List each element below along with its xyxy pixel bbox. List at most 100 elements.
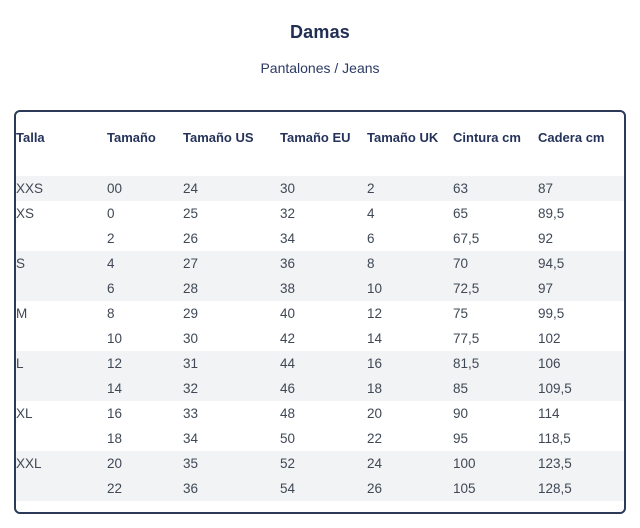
table-row: 2 26 34 6 67,5 92 xyxy=(16,226,624,251)
size-value-cell: 22 xyxy=(107,481,123,496)
column-header: Tamaño US xyxy=(183,130,254,145)
size-value-cell: 12 xyxy=(367,306,383,321)
size-value-cell: 46 xyxy=(280,381,296,396)
page-subtitle: Pantalones / Jeans xyxy=(260,60,380,76)
size-value-cell: 97 xyxy=(538,281,554,296)
size-value-cell: 87 xyxy=(538,181,554,196)
size-value-cell: 20 xyxy=(107,456,123,471)
size-value-cell: 33 xyxy=(183,406,199,421)
talla-cell: XXS xyxy=(16,181,44,196)
column-header: Talla xyxy=(16,130,45,145)
table-row: 18 34 50 22 95 118,5 xyxy=(16,426,624,451)
size-value-cell: 35 xyxy=(183,456,199,471)
size-value-cell: 63 xyxy=(453,181,469,196)
size-value-cell: 8 xyxy=(107,306,115,321)
column-header: Tamaño xyxy=(107,130,156,145)
table-row: XXL 20 35 52 24 100 123,5 xyxy=(16,451,624,476)
talla-cell: M xyxy=(16,306,28,321)
size-value-cell: 6 xyxy=(367,231,375,246)
table-row: L 12 31 44 16 81,5 106 xyxy=(16,351,624,376)
size-value-cell: 105 xyxy=(453,481,476,496)
table-row: S 4 27 36 8 70 94,5 xyxy=(16,251,624,276)
size-value-cell: 22 xyxy=(367,431,383,446)
size-value-cell: 90 xyxy=(453,406,469,421)
size-value-cell: 65 xyxy=(453,206,469,221)
column-header: Cadera cm xyxy=(538,130,605,145)
size-value-cell: 2 xyxy=(107,231,115,246)
size-value-cell: 8 xyxy=(367,256,375,271)
size-value-cell: 16 xyxy=(107,406,123,421)
talla-cell: XL xyxy=(16,406,33,421)
size-value-cell: 0 xyxy=(107,206,115,221)
size-value-cell: 14 xyxy=(107,381,123,396)
size-value-cell: 27 xyxy=(183,256,199,271)
size-value-cell: 20 xyxy=(367,406,383,421)
size-value-cell: 26 xyxy=(183,231,199,246)
size-value-cell: 36 xyxy=(280,256,296,271)
size-value-cell: 75 xyxy=(453,306,469,321)
size-value-cell: 114 xyxy=(538,406,560,421)
size-value-cell: 89,5 xyxy=(538,206,565,221)
size-value-cell: 4 xyxy=(367,206,375,221)
size-value-cell: 109,5 xyxy=(538,381,572,396)
size-chart-card: Talla Tamaño Tamaño US Tamaño EU Tamaño UK Ci… xyxy=(14,110,626,514)
size-value-cell: 12 xyxy=(107,356,123,371)
column-header: Tamaño EU xyxy=(280,130,351,145)
size-value-cell: 44 xyxy=(280,356,296,371)
table-row: 6 28 38 10 72,5 97 xyxy=(16,276,624,301)
size-value-cell: 6 xyxy=(107,281,115,296)
size-value-cell: 48 xyxy=(280,406,296,421)
page-title: Damas xyxy=(289,22,351,42)
size-value-cell: 100 xyxy=(453,456,476,471)
column-header: Tamaño UK xyxy=(367,130,439,145)
size-value-cell: 30 xyxy=(183,331,199,346)
size-value-cell: 72,5 xyxy=(453,281,480,296)
size-value-cell: 32 xyxy=(183,381,199,396)
page-header: Damas Pantalones / Jeans xyxy=(0,0,640,76)
size-value-cell: 34 xyxy=(183,431,199,446)
talla-cell: XS xyxy=(16,206,35,221)
table-row: XS 0 25 32 4 65 89,5 xyxy=(16,201,624,226)
size-table: Talla Tamaño Tamaño US Tamaño EU Tamaño UK Ci… xyxy=(16,112,624,501)
size-value-cell: 106 xyxy=(538,356,561,371)
table-row: 22 36 54 26 105 128,5 xyxy=(16,476,624,501)
size-value-cell: 4 xyxy=(107,256,115,271)
size-value-cell: 00 xyxy=(107,181,123,196)
talla-cell: XXL xyxy=(16,456,42,471)
talla-cell xyxy=(16,376,107,401)
table-row: 10 30 42 14 77,5 102 xyxy=(16,326,624,351)
talla-cell xyxy=(16,326,107,351)
talla-cell xyxy=(16,476,107,501)
size-value-cell: 128,5 xyxy=(538,481,572,496)
size-value-cell: 18 xyxy=(367,381,383,396)
talla-cell xyxy=(16,226,107,251)
size-value-cell: 31 xyxy=(183,356,199,371)
talla-cell xyxy=(16,426,107,451)
size-value-cell: 54 xyxy=(280,481,296,496)
column-header: Cintura cm xyxy=(453,130,521,145)
size-value-cell: 102 xyxy=(538,331,561,346)
size-value-cell: 77,5 xyxy=(453,331,480,346)
talla-cell: L xyxy=(16,356,24,371)
size-value-cell: 85 xyxy=(453,381,469,396)
talla-cell xyxy=(16,276,107,301)
size-value-cell: 81,5 xyxy=(453,356,480,371)
size-value-cell: 34 xyxy=(280,231,296,246)
size-value-cell: 28 xyxy=(183,281,199,296)
size-value-cell: 36 xyxy=(183,481,199,496)
size-value-cell: 10 xyxy=(107,331,123,346)
table-row: XL 16 33 48 20 90 114 xyxy=(16,401,624,426)
size-value-cell: 42 xyxy=(280,331,296,346)
talla-cell: S xyxy=(16,256,26,271)
size-value-cell: 123,5 xyxy=(538,456,572,471)
size-value-cell: 18 xyxy=(107,431,123,446)
size-value-cell: 29 xyxy=(183,306,199,321)
size-value-cell: 38 xyxy=(280,281,296,296)
size-value-cell: 94,5 xyxy=(538,256,565,271)
size-value-cell: 14 xyxy=(367,331,383,346)
size-value-cell: 2 xyxy=(367,181,375,196)
size-value-cell: 118,5 xyxy=(538,431,571,446)
size-value-cell: 95 xyxy=(453,431,469,446)
table-row: 14 32 46 18 85 109,5 xyxy=(16,376,624,401)
size-value-cell: 40 xyxy=(280,306,296,321)
